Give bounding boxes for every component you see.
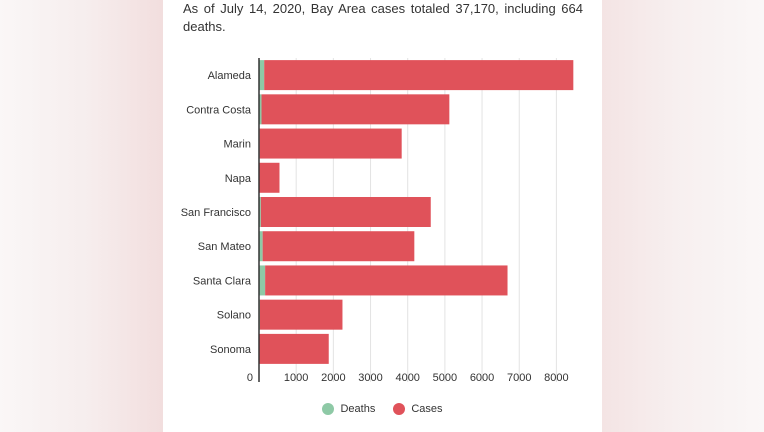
chart-caption: As of July 14, 2020, Bay Area cases tota… [183,1,583,34]
bar-chart: Alameda Contra Costa Marin Napa San Francisc… [181,58,574,384]
background-left [0,0,163,432]
bar-deaths-alameda [259,60,265,91]
legend-swatch-deaths [322,403,335,415]
legend-item-deaths[interactable]: Deaths [322,403,375,415]
bar-cases-sonoma [259,333,329,364]
x-tick-label-5000: 5000 [433,372,457,384]
category-label-alameda: Alameda [208,70,252,82]
x-tick-label-6000: 6000 [470,372,494,384]
x-tick-label-8000: 8000 [544,372,568,384]
bar-cases-marin [259,128,402,159]
chart-legend: Deaths Cases [163,403,602,415]
category-label-napa: Napa [225,173,252,185]
x-tick-label-4000: 4000 [395,372,419,384]
legend-label-deaths: Deaths [340,403,376,415]
category-label-contra-costa: Contra Costa [186,104,252,116]
bar-deaths-santa-clara [259,265,266,296]
category-label-santa-clara: Santa Clara [193,275,252,287]
bar-cases-santa-clara [265,265,508,296]
bar-cases-solano [259,299,343,330]
bar-cases-alameda [264,60,574,91]
legend-label-cases: Cases [411,403,443,415]
x-tick-label-1000: 1000 [284,372,308,384]
bar-cases-napa [259,162,280,193]
category-label-san-mateo: San Mateo [198,241,251,253]
x-tick-label-0: 0 [247,372,253,384]
category-label-sonoma: Sonoma [210,344,252,356]
category-label-marin: Marin [223,139,251,151]
x-tick-label-7000: 7000 [507,372,531,384]
bar-deaths-san-francisco [259,197,261,227]
bar-cases-contra-costa [261,94,450,125]
x-tick-label-3000: 3000 [358,372,382,384]
category-label-san-francisco: San Francisco [181,207,251,219]
chart-card: As of July 14, 2020, Bay Area cases tota… [163,0,602,432]
category-label-solano: Solano [217,310,251,322]
legend-item-cases[interactable]: Cases [393,403,443,415]
bar-cases-san-francisco [260,197,431,227]
x-tick-label-2000: 2000 [321,372,345,384]
bar-cases-san-mateo [262,231,415,262]
background-right [602,0,764,432]
bar-deaths-san-mateo [259,231,263,262]
legend-swatch-cases [393,403,406,415]
bar-deaths-contra-costa [259,94,262,125]
